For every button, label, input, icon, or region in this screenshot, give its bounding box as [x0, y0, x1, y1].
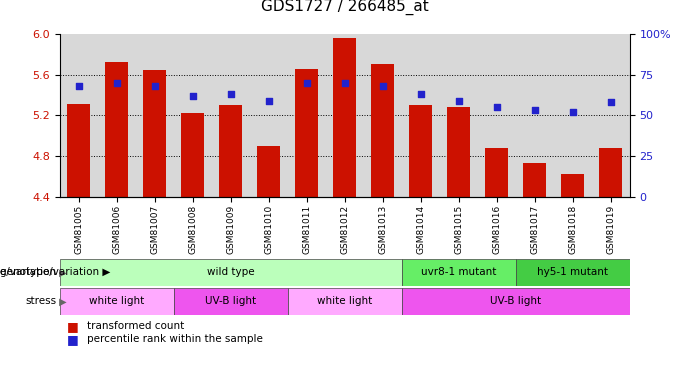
Text: percentile rank within the sample: percentile rank within the sample [87, 334, 263, 344]
Text: genotype/variation: genotype/variation [0, 267, 56, 278]
Point [263, 98, 274, 104]
Point [339, 80, 350, 86]
Point [605, 99, 616, 105]
Bar [258, 146, 280, 197]
Bar [402, 288, 630, 315]
Text: ■: ■ [67, 320, 78, 333]
Bar [220, 105, 242, 197]
Text: stress: stress [25, 296, 56, 306]
Point [112, 80, 122, 86]
Point [529, 107, 540, 113]
Bar [333, 38, 356, 197]
Bar [182, 113, 204, 197]
Bar [174, 288, 288, 315]
Point [567, 109, 578, 115]
Point [491, 104, 502, 110]
Point [377, 83, 388, 89]
Bar [295, 69, 318, 197]
Bar [524, 163, 546, 197]
Text: white light: white light [317, 296, 373, 306]
Bar [486, 148, 508, 197]
Text: transformed count: transformed count [87, 321, 184, 331]
Text: white light: white light [89, 296, 144, 306]
Text: UV-B light: UV-B light [490, 296, 541, 306]
Bar [288, 288, 402, 315]
Bar [515, 259, 630, 286]
Bar [447, 107, 470, 197]
Bar [105, 62, 129, 197]
Point [301, 80, 312, 86]
Bar [60, 259, 402, 286]
Text: UV-B light: UV-B light [205, 296, 256, 306]
Point [225, 91, 236, 97]
Text: ■: ■ [67, 333, 78, 346]
Bar [67, 104, 90, 197]
Point [415, 91, 426, 97]
Text: wild type: wild type [207, 267, 254, 278]
Point [73, 83, 84, 89]
Bar [409, 105, 432, 197]
Text: hy5-1 mutant: hy5-1 mutant [537, 267, 608, 278]
Text: ▶: ▶ [56, 267, 67, 278]
Text: GDS1727 / 266485_at: GDS1727 / 266485_at [261, 0, 428, 15]
Text: ▶: ▶ [56, 296, 67, 306]
Bar [402, 259, 515, 286]
Text: uvr8-1 mutant: uvr8-1 mutant [421, 267, 496, 278]
Bar [60, 288, 174, 315]
Text: genotype/variation ▶: genotype/variation ▶ [0, 267, 110, 278]
Point [150, 83, 160, 89]
Point [188, 93, 199, 99]
Bar [143, 70, 166, 197]
Bar [371, 64, 394, 197]
Point [454, 98, 464, 104]
Bar [599, 148, 622, 197]
Bar [561, 174, 584, 197]
